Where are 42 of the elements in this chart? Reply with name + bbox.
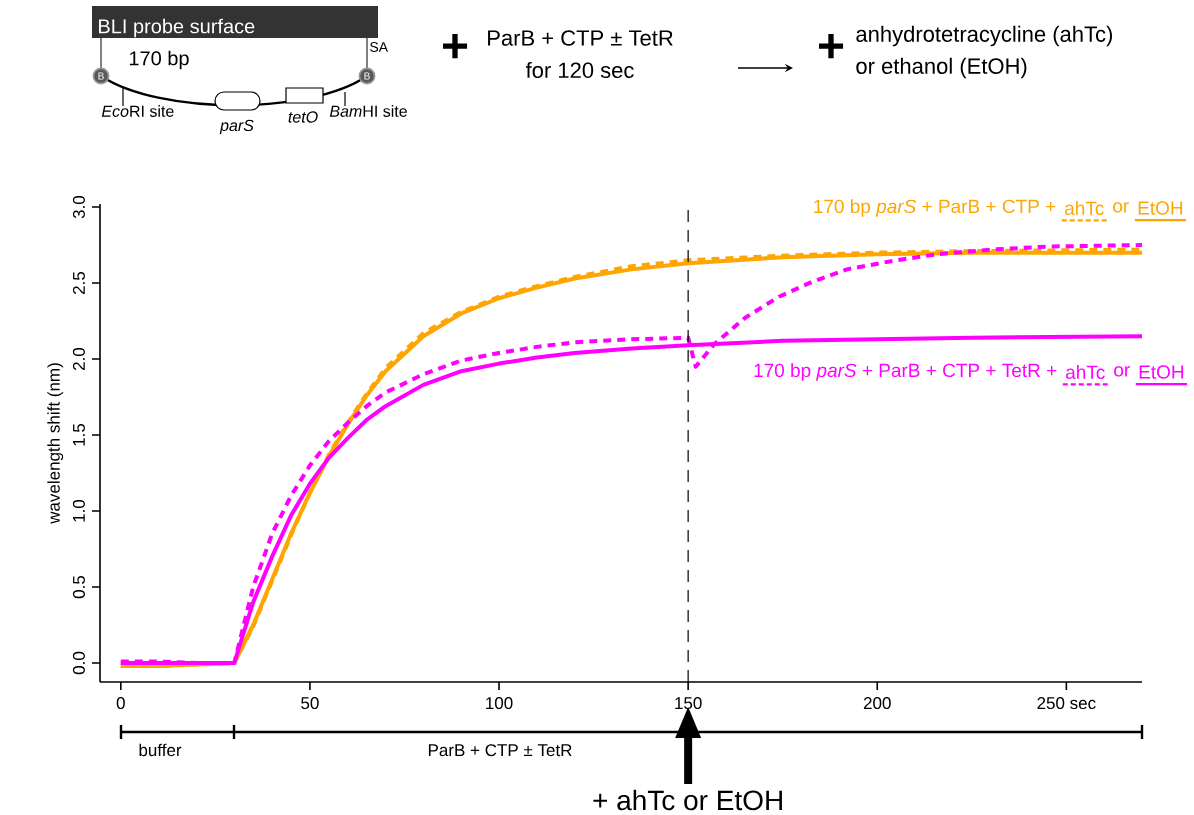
- y-tick-label: 3.0: [72, 195, 85, 219]
- x-tick-label: 100: [486, 697, 513, 710]
- y-tick-label: 2.5: [72, 271, 85, 295]
- y-tick-label: 0.0: [72, 651, 85, 675]
- text: ParB + CTP ± TetR: [488, 30, 673, 46]
- text: anhydrotetracycline (ahTc): [856, 25, 1113, 47]
- y-axis-title: wavelength shift (nm): [47, 363, 64, 524]
- text: +: [443, 33, 468, 59]
- annotation: EtOH: [1139, 365, 1184, 379]
- text: RI site: [130, 105, 174, 117]
- text: buffer: [139, 743, 182, 757]
- text: or ethanol (EtOH): [856, 57, 1027, 79]
- x-tick-label: 150: [675, 697, 702, 710]
- annotation: 170 bp parS + ParB + CTP + TetR +: [754, 363, 1057, 381]
- text: parS: [219, 119, 254, 135]
- text: Bam: [329, 105, 362, 117]
- text: tetO: [288, 111, 318, 123]
- ref-line-label: + ahTc or EtOH: [593, 789, 782, 811]
- y-tick-label: 0.5: [72, 575, 85, 599]
- text: for 120 sec: [525, 61, 634, 79]
- annotation: ahTc: [1065, 201, 1104, 215]
- x-tick-label: 200: [863, 697, 891, 710]
- annotation: ahTc: [1066, 365, 1105, 379]
- y-tick-label: 2.0: [72, 347, 85, 371]
- text: Eco: [101, 105, 129, 117]
- annotation: or: [1113, 202, 1129, 213]
- text: ParB + CTP ± TetR: [428, 744, 572, 757]
- text: B: [98, 72, 104, 80]
- x-tick-label: 250 sec: [1037, 697, 1096, 710]
- text: +: [819, 33, 844, 59]
- annotation: EtOH: [1138, 201, 1183, 215]
- text: B: [364, 72, 370, 80]
- annotation: 170 bp parS + ParB + CTP +: [814, 199, 1056, 217]
- text: HI site: [363, 105, 407, 117]
- x-tick-label: 0: [116, 697, 125, 710]
- text: BLI probe surface: [99, 18, 255, 38]
- y-tick-label: 1.5: [73, 423, 85, 446]
- y-tick-label: 1.0: [72, 499, 85, 522]
- text: SA: [370, 42, 389, 52]
- annotation: or: [1114, 366, 1130, 377]
- x-tick-label: 50: [301, 697, 319, 710]
- text: 170 bp: [129, 50, 189, 70]
